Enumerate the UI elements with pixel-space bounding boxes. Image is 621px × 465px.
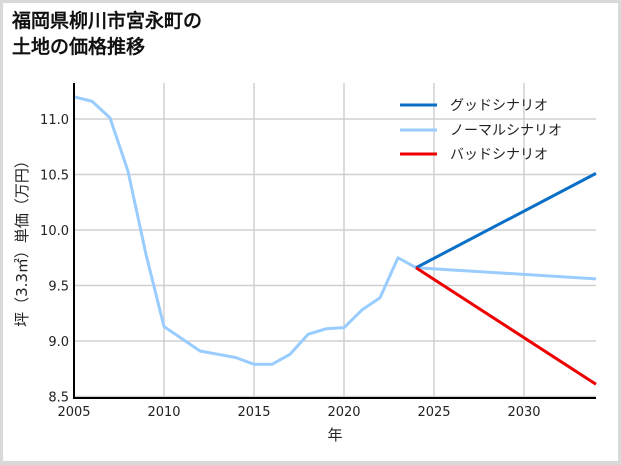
tick-labels: 2005 2010 2015 2020 2025 2030 8.5 9.0 9.5 10.0 10.… (40, 113, 541, 420)
legend-label-good: グッドシナリオ (450, 98, 548, 114)
chart-card (3, 3, 618, 461)
x-axis-label: 年 (327, 426, 342, 444)
axes (73, 83, 596, 399)
x-tick-label: 2005 (57, 405, 90, 420)
chart-title: 福岡県柳川市宮永町の 土地の価格推移 (12, 8, 202, 60)
x-tick-label: 2030 (507, 405, 540, 420)
series-line (73, 95, 597, 366)
data-series (73, 95, 597, 386)
y-tick-label: 9.5 (48, 280, 69, 295)
grid-lines (74, 83, 596, 398)
series-line (415, 172, 597, 270)
y-axis-label: 坪（3.3㎡）単価（万円） (13, 153, 31, 327)
series-line (415, 266, 597, 386)
y-tick-label: 10.0 (40, 224, 69, 239)
legend: グッドシナリオ ノーマルシナリオ バッドシナリオ (400, 98, 562, 163)
chart-title-line-1: 福岡県柳川市宮永町の (12, 10, 203, 32)
x-tick-label: 2015 (237, 405, 270, 420)
y-tick-label: 11.0 (40, 113, 69, 128)
chart-title-line-2: 土地の価格推移 (12, 36, 146, 58)
legend-label-normal: ノーマルシナリオ (450, 123, 562, 139)
x-tick-label: 2010 (147, 405, 180, 420)
y-tick-label: 9.0 (48, 335, 69, 350)
y-tick-label: 8.5 (48, 391, 69, 406)
x-tick-label: 2020 (327, 405, 360, 420)
legend-label-bad: バッドシナリオ (450, 147, 548, 163)
x-tick-label: 2025 (417, 405, 450, 420)
y-tick-label: 10.5 (40, 169, 69, 184)
